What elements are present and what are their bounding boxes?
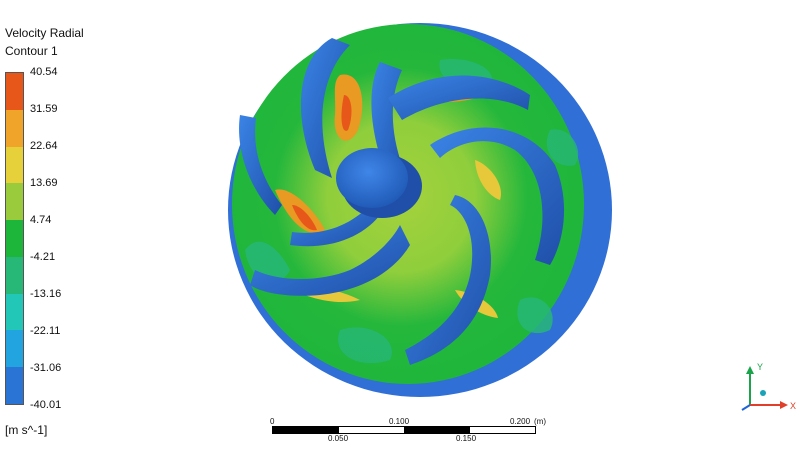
axis-triad: Y X (730, 360, 800, 420)
legend-swatch (6, 256, 23, 294)
x-axis-arrowhead (780, 401, 788, 409)
triad-origin-dot (760, 390, 766, 396)
impeller-blade (388, 75, 530, 120)
impeller-contour-plot (228, 23, 612, 397)
scale-label-050: 0.050 (328, 434, 349, 443)
legend-tick-label: -22.11 (30, 325, 61, 337)
legend-tick-label: -40.01 (30, 399, 62, 411)
x-axis-label: X (790, 401, 796, 411)
scale-ruler (272, 426, 536, 434)
legend-swatch (6, 220, 23, 257)
legend-tick-label: -31.06 (30, 362, 62, 374)
legend-tick-label: 40.54 (30, 66, 58, 78)
impeller-blade (430, 127, 565, 265)
legend-tick-labels: 40.54 31.59 22.64 13.69 4.74 -4.21 -13.16 -22.1… (30, 66, 100, 411)
legend-swatch (6, 73, 23, 110)
legend-color-bar (5, 72, 24, 405)
y-axis-arrowhead (746, 366, 754, 374)
legend-swatch (6, 109, 23, 147)
legend-tick-label: -13.16 (30, 288, 62, 300)
legend-swatch (6, 146, 23, 184)
legend-tick-label: 22.64 (30, 140, 58, 152)
hot-region (292, 205, 317, 231)
impeller-blade (405, 195, 491, 365)
impeller-blade (290, 205, 380, 247)
legend-tick-label: 4.74 (30, 214, 52, 226)
scale-label-150: 0.150 (456, 434, 477, 443)
legend-tick-label: -4.21 (30, 251, 56, 263)
scale-label-200: 0.200 (510, 417, 531, 426)
cool-region (517, 297, 553, 334)
scale-unit: (m) (534, 417, 546, 426)
legend-subtitle: Contour 1 (5, 44, 58, 58)
impeller-blade (300, 38, 350, 178)
cool-region (338, 327, 392, 364)
legend-tick-label: 13.69 (30, 177, 58, 189)
scale-label-0: 0 (270, 417, 275, 426)
y-axis-label: Y (757, 362, 763, 372)
scale-bar: 0 0.100 0.200 (m) 0.050 0.150 (270, 414, 546, 450)
legend-unit: [m s^-1] (5, 423, 48, 437)
legend-title: Velocity Radial (5, 26, 84, 40)
hot-region (341, 95, 352, 131)
hot-region (475, 160, 501, 200)
legend-tick-label: 31.59 (30, 103, 58, 115)
legend-swatch (6, 183, 23, 221)
z-axis-arrow (741, 404, 751, 411)
cool-region (546, 129, 579, 166)
scale-label-100: 0.100 (389, 417, 410, 426)
legend-swatch (6, 330, 23, 368)
impeller-blade (239, 115, 282, 215)
impeller-blade (250, 225, 410, 296)
legend-swatch (6, 293, 23, 331)
hub-top (336, 148, 408, 208)
legend-swatch (6, 367, 23, 405)
viewport[interactable] (110, 0, 800, 450)
legend-panel: Velocity Radial Contour 1 40.54 31.59 22.6… (0, 0, 110, 450)
